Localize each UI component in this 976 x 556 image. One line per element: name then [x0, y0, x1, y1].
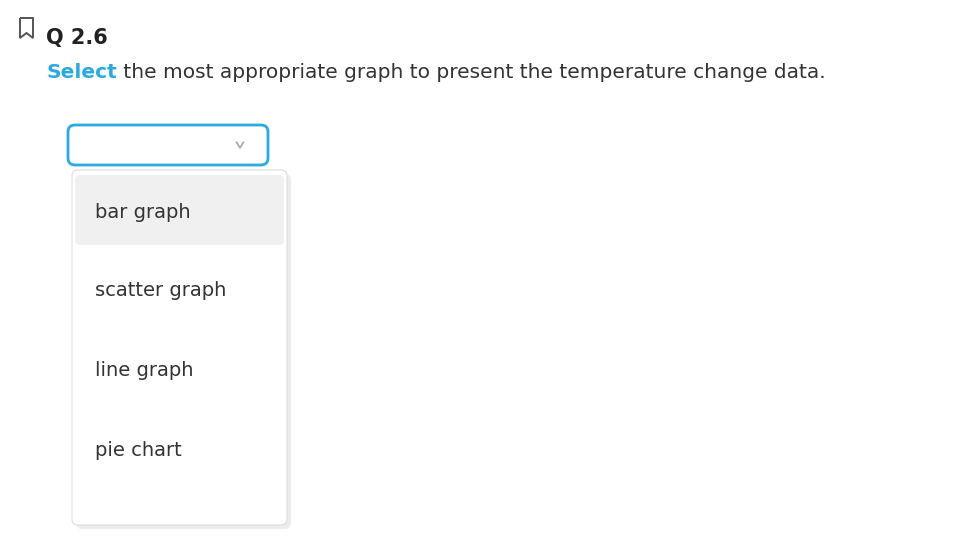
- Text: Q 2.6: Q 2.6: [46, 28, 107, 48]
- Text: the most appropriate graph to present the temperature change data.: the most appropriate graph to present th…: [117, 63, 826, 82]
- FancyBboxPatch shape: [76, 174, 291, 529]
- Text: line graph: line graph: [95, 360, 193, 380]
- Text: bar graph: bar graph: [95, 202, 190, 221]
- FancyBboxPatch shape: [75, 175, 284, 245]
- FancyBboxPatch shape: [72, 170, 287, 525]
- Text: Select: Select: [46, 63, 117, 82]
- FancyBboxPatch shape: [68, 125, 268, 165]
- Text: pie chart: pie chart: [95, 440, 182, 459]
- Text: scatter graph: scatter graph: [95, 280, 226, 300]
